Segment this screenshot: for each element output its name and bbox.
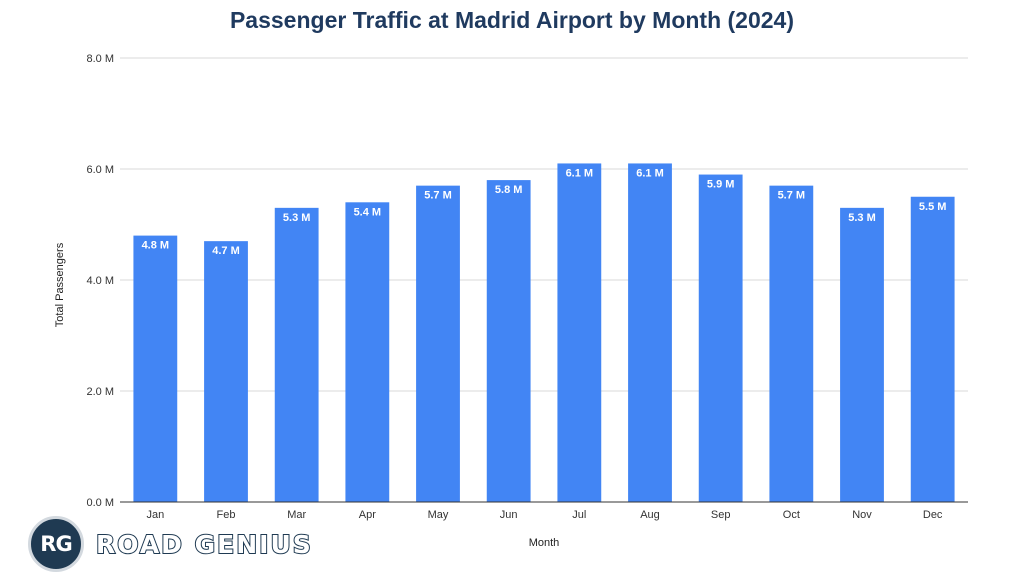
- x-tick-label: Mar: [287, 509, 306, 521]
- x-tick-label: Jun: [500, 509, 518, 521]
- data-label: 5.4 M: [354, 206, 382, 218]
- data-label: 5.7 M: [778, 190, 806, 202]
- data-label: 5.7 M: [424, 190, 452, 202]
- x-axis-label: Month: [529, 537, 560, 549]
- y-tick-label: 8.0 M: [86, 53, 114, 65]
- bar-aug: [628, 163, 672, 502]
- data-labels: 4.8 M 4.7 M 5.3 M 5.4 M 5.7 M 5.8 M 6.1 M 6.1 M…: [142, 167, 947, 257]
- chart-title: Passenger Traffic at Madrid Airport by M…: [230, 7, 794, 33]
- bars: [133, 163, 955, 503]
- data-label: 6.1 M: [636, 167, 664, 179]
- x-tick-label: Oct: [783, 509, 800, 521]
- y-tick-label: 6.0 M: [86, 164, 114, 176]
- x-tick-label: Nov: [852, 509, 872, 521]
- gridlines: [120, 57, 968, 392]
- data-label: 6.1 M: [566, 167, 594, 179]
- x-tick-label: May: [428, 509, 449, 521]
- bar-dec: [910, 196, 955, 502]
- x-tick-label: Sep: [711, 509, 731, 521]
- data-label: 5.9 M: [707, 179, 735, 191]
- logo-badge: RG: [28, 516, 84, 572]
- y-axis-label: Total Passengers: [54, 242, 66, 327]
- bar-oct: [769, 185, 814, 502]
- bar-may: [416, 185, 460, 502]
- bar-sep: [698, 174, 743, 503]
- x-tick-label: Jan: [146, 509, 164, 521]
- data-label: 4.8 M: [142, 240, 170, 252]
- x-tick-label: Apr: [359, 509, 376, 521]
- bar-feb: [204, 241, 248, 502]
- x-tick-label: Feb: [217, 509, 236, 521]
- road-genius-logo: RG ROAD GENIUS: [28, 514, 313, 574]
- bar-jan: [133, 235, 178, 502]
- y-tick-label: 2.0 M: [86, 386, 114, 398]
- data-label: 5.3 M: [848, 212, 876, 224]
- y-axis-ticks: 0.0 M 2.0 M 4.0 M 6.0 M 8.0 M: [86, 53, 114, 509]
- bar-apr: [345, 202, 390, 503]
- y-tick-label: 4.0 M: [86, 275, 114, 287]
- data-label: 5.8 M: [495, 184, 523, 196]
- data-label: 5.5 M: [919, 201, 947, 213]
- data-label: 4.7 M: [212, 245, 240, 257]
- bar-nov: [840, 207, 884, 502]
- x-tick-label: Dec: [923, 509, 943, 521]
- bar-jul: [557, 163, 602, 502]
- bar-jun: [486, 180, 531, 502]
- x-axis-ticks: Jan Feb Mar Apr May Jun Jul Aug Sep Oct Nov Dec: [146, 509, 942, 521]
- x-tick-label: Aug: [640, 509, 660, 521]
- x-tick-label: Jul: [572, 509, 586, 521]
- y-tick-label: 0.0 M: [86, 497, 114, 509]
- bar-mar: [274, 207, 319, 502]
- logo-wordmark: ROAD GENIUS: [95, 529, 313, 560]
- data-label: 5.3 M: [283, 212, 311, 224]
